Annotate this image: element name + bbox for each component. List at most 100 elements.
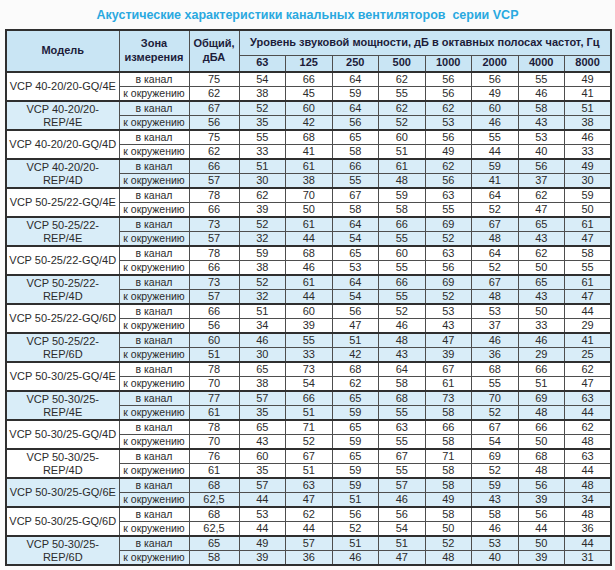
column-header-frequency: 8000 (565, 55, 612, 72)
table-row: VCP 50-30/25-REP/4Eв канал77576665687370… (6, 391, 611, 406)
octave-band-cell: 57 (379, 478, 426, 493)
octave-band-cell: 38 (239, 377, 286, 392)
table-row: VCP 50-30/25-GQ/6Eв канал685763595758595… (6, 478, 611, 493)
octave-band-cell: 61 (286, 217, 333, 232)
table-row: VCP 50-30/25-REP/6Dв канал65495751515253… (6, 536, 611, 551)
zone-cell-to-env: к окружению (119, 232, 189, 247)
total-dba-cell: 51 (189, 348, 239, 363)
octave-band-cell: 46 (472, 522, 519, 537)
octave-band-cell: 45 (286, 87, 333, 102)
octave-band-cell: 32 (239, 232, 286, 247)
octave-band-cell: 65 (332, 130, 379, 145)
octave-band-cell: 71 (425, 449, 472, 464)
total-dba-cell: 60 (189, 333, 239, 348)
model-cell: VCP 40-20/20-GQ/4E (6, 72, 119, 101)
total-dba-cell: 58 (189, 551, 239, 566)
octave-band-cell: 41 (565, 87, 612, 102)
model-cell: VCP 50-25/22-GQ/6D (6, 304, 119, 333)
octave-band-cell: 43 (472, 493, 519, 508)
octave-band-cell: 56 (425, 72, 472, 87)
octave-band-cell: 48 (425, 551, 472, 566)
octave-band-cell: 65 (518, 217, 565, 232)
total-dba-cell: 66 (189, 159, 239, 174)
octave-band-cell: 54 (239, 72, 286, 87)
column-header-total-dba: Общий, дБА (189, 30, 239, 72)
octave-band-cell: 64 (332, 101, 379, 116)
octave-band-cell: 52 (472, 203, 519, 218)
octave-band-cell: 63 (565, 391, 612, 406)
model-cell: VCP 50-25/22-GQ/4E (6, 188, 119, 217)
table-row: VCP 40-20/20-REP/4Eв канал67526064626260… (6, 101, 611, 116)
octave-band-cell: 64 (379, 362, 426, 377)
octave-band-cell: 50 (565, 203, 612, 218)
octave-band-cell: 62 (379, 101, 426, 116)
octave-band-cell: 30 (565, 174, 612, 189)
total-dba-cell: 57 (189, 232, 239, 247)
column-header-octave-group: Уровень звуковой мощности, дБ в октавных… (239, 30, 611, 55)
octave-band-cell: 55 (286, 333, 333, 348)
octave-band-cell: 35 (239, 406, 286, 421)
octave-band-cell: 25 (565, 348, 612, 363)
octave-band-cell: 58 (332, 145, 379, 160)
zone-cell-to-env: к окружению (119, 145, 189, 160)
octave-band-cell: 30 (239, 174, 286, 189)
table-row: VCP 50-25/22-REP/6Dв канал60465551484746… (6, 333, 611, 348)
octave-band-cell: 38 (239, 261, 286, 276)
zone-cell-to-env: к окружению (119, 522, 189, 537)
octave-band-cell: 63 (379, 420, 426, 435)
octave-band-cell: 59 (239, 246, 286, 261)
column-header-frequency: 1000 (425, 55, 472, 72)
octave-band-cell: 52 (425, 290, 472, 305)
octave-band-cell: 70 (472, 391, 519, 406)
octave-band-cell: 65 (332, 391, 379, 406)
zone-cell-to-env: к окружению (119, 116, 189, 131)
octave-band-cell: 44 (565, 464, 612, 479)
octave-band-cell: 33 (565, 145, 612, 160)
zone-cell-in-duct: в канал (119, 246, 189, 261)
octave-band-cell: 64 (332, 275, 379, 290)
octave-band-cell: 49 (565, 72, 612, 87)
octave-band-cell: 33 (518, 319, 565, 334)
octave-band-cell: 51 (332, 333, 379, 348)
octave-band-cell: 53 (332, 261, 379, 276)
octave-band-cell: 66 (286, 391, 333, 406)
octave-band-cell: 68 (332, 362, 379, 377)
table-row: VCP 50-30/25-REP/4Dв канал76606765677169… (6, 449, 611, 464)
zone-cell-in-duct: в канал (119, 101, 189, 116)
zone-cell-to-env: к окружению (119, 174, 189, 189)
octave-band-cell: 68 (472, 362, 519, 377)
total-dba-cell: 62 (189, 87, 239, 102)
octave-band-cell: 46 (332, 551, 379, 566)
octave-band-cell: 56 (425, 130, 472, 145)
octave-band-cell: 55 (472, 130, 519, 145)
page: Акустические характеристики канальных ве… (0, 0, 615, 566)
octave-band-cell: 60 (286, 101, 333, 116)
total-dba-cell: 56 (189, 319, 239, 334)
column-header-frequency: 2000 (472, 55, 519, 72)
octave-band-cell: 69 (518, 391, 565, 406)
model-cell: VCP 50-30/25-REP/4E (6, 391, 119, 420)
octave-band-cell: 29 (518, 348, 565, 363)
zone-cell-to-env: к окружению (119, 348, 189, 363)
octave-band-cell: 56 (379, 507, 426, 522)
total-dba-cell: 70 (189, 377, 239, 392)
octave-band-cell: 62 (379, 72, 426, 87)
octave-band-cell: 52 (472, 464, 519, 479)
zone-cell-in-duct: в канал (119, 304, 189, 319)
octave-band-cell: 51 (379, 536, 426, 551)
table-row: VCP 50-30/25-GQ/4Eв канал786573686467686… (6, 362, 611, 377)
octave-band-cell: 53 (472, 304, 519, 319)
zone-cell-to-env: к окружению (119, 290, 189, 305)
octave-band-cell: 32 (239, 290, 286, 305)
octave-band-cell: 60 (286, 304, 333, 319)
octave-band-cell: 56 (332, 507, 379, 522)
octave-band-cell: 59 (332, 464, 379, 479)
octave-band-cell: 46 (472, 116, 519, 131)
total-dba-cell: 75 (189, 130, 239, 145)
octave-band-cell: 64 (332, 72, 379, 87)
octave-band-cell: 39 (286, 319, 333, 334)
octave-band-cell: 38 (239, 87, 286, 102)
zone-cell-to-env: к окружению (119, 319, 189, 334)
octave-band-cell: 62 (565, 362, 612, 377)
octave-band-cell: 61 (286, 275, 333, 290)
